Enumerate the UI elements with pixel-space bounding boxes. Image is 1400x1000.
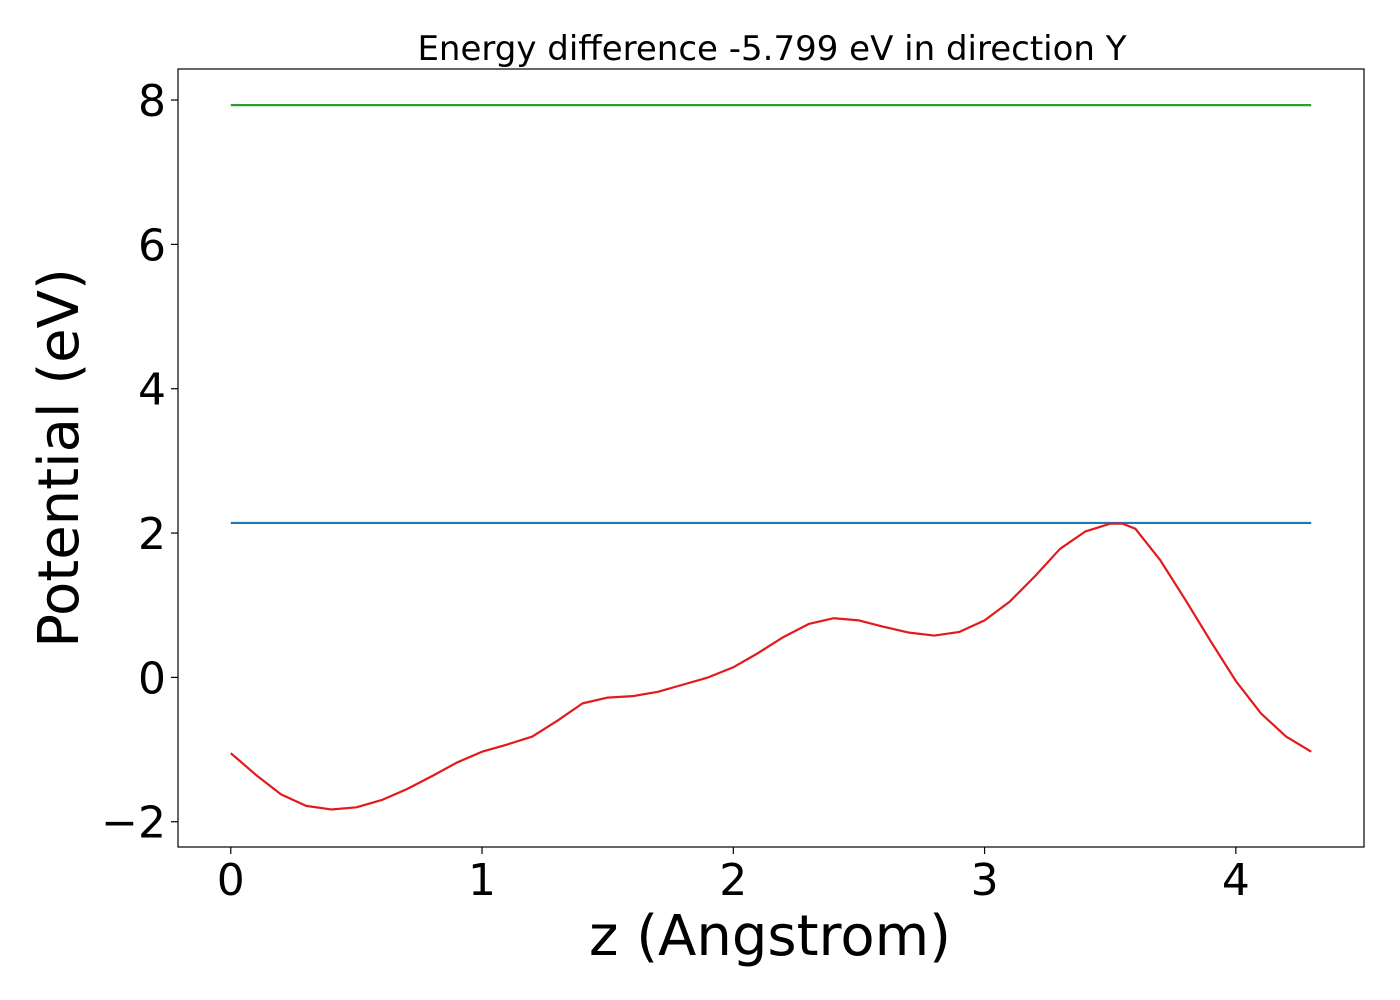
x-tick-label: 2 xyxy=(719,855,747,906)
series-layer xyxy=(230,103,1312,811)
series-line-2 xyxy=(230,522,1312,811)
y-tick-label: 2 xyxy=(138,509,166,560)
y-tick-label: 6 xyxy=(138,220,166,271)
x-axis-ticks: 0 1 2 3 4 xyxy=(217,847,1250,906)
y-tick-label: −2 xyxy=(101,798,166,849)
chart-title: Energy difference -5.799 eV in direction… xyxy=(417,29,1126,69)
x-tick-label: 3 xyxy=(971,855,999,906)
x-tick-label: 4 xyxy=(1222,855,1250,906)
y-tick-label: 0 xyxy=(138,653,166,704)
x-axis-label: z (Angstrom) xyxy=(589,904,951,969)
plot-area-frame xyxy=(177,68,1365,848)
y-axis-ticks: −2 0 2 4 6 8 xyxy=(101,76,178,849)
y-tick-label: 8 xyxy=(138,76,166,127)
x-tick-label: 0 xyxy=(217,855,245,906)
y-tick-label: 4 xyxy=(138,365,166,416)
x-tick-label: 1 xyxy=(468,855,496,906)
y-axis-label: Potential (eV) xyxy=(27,268,92,648)
